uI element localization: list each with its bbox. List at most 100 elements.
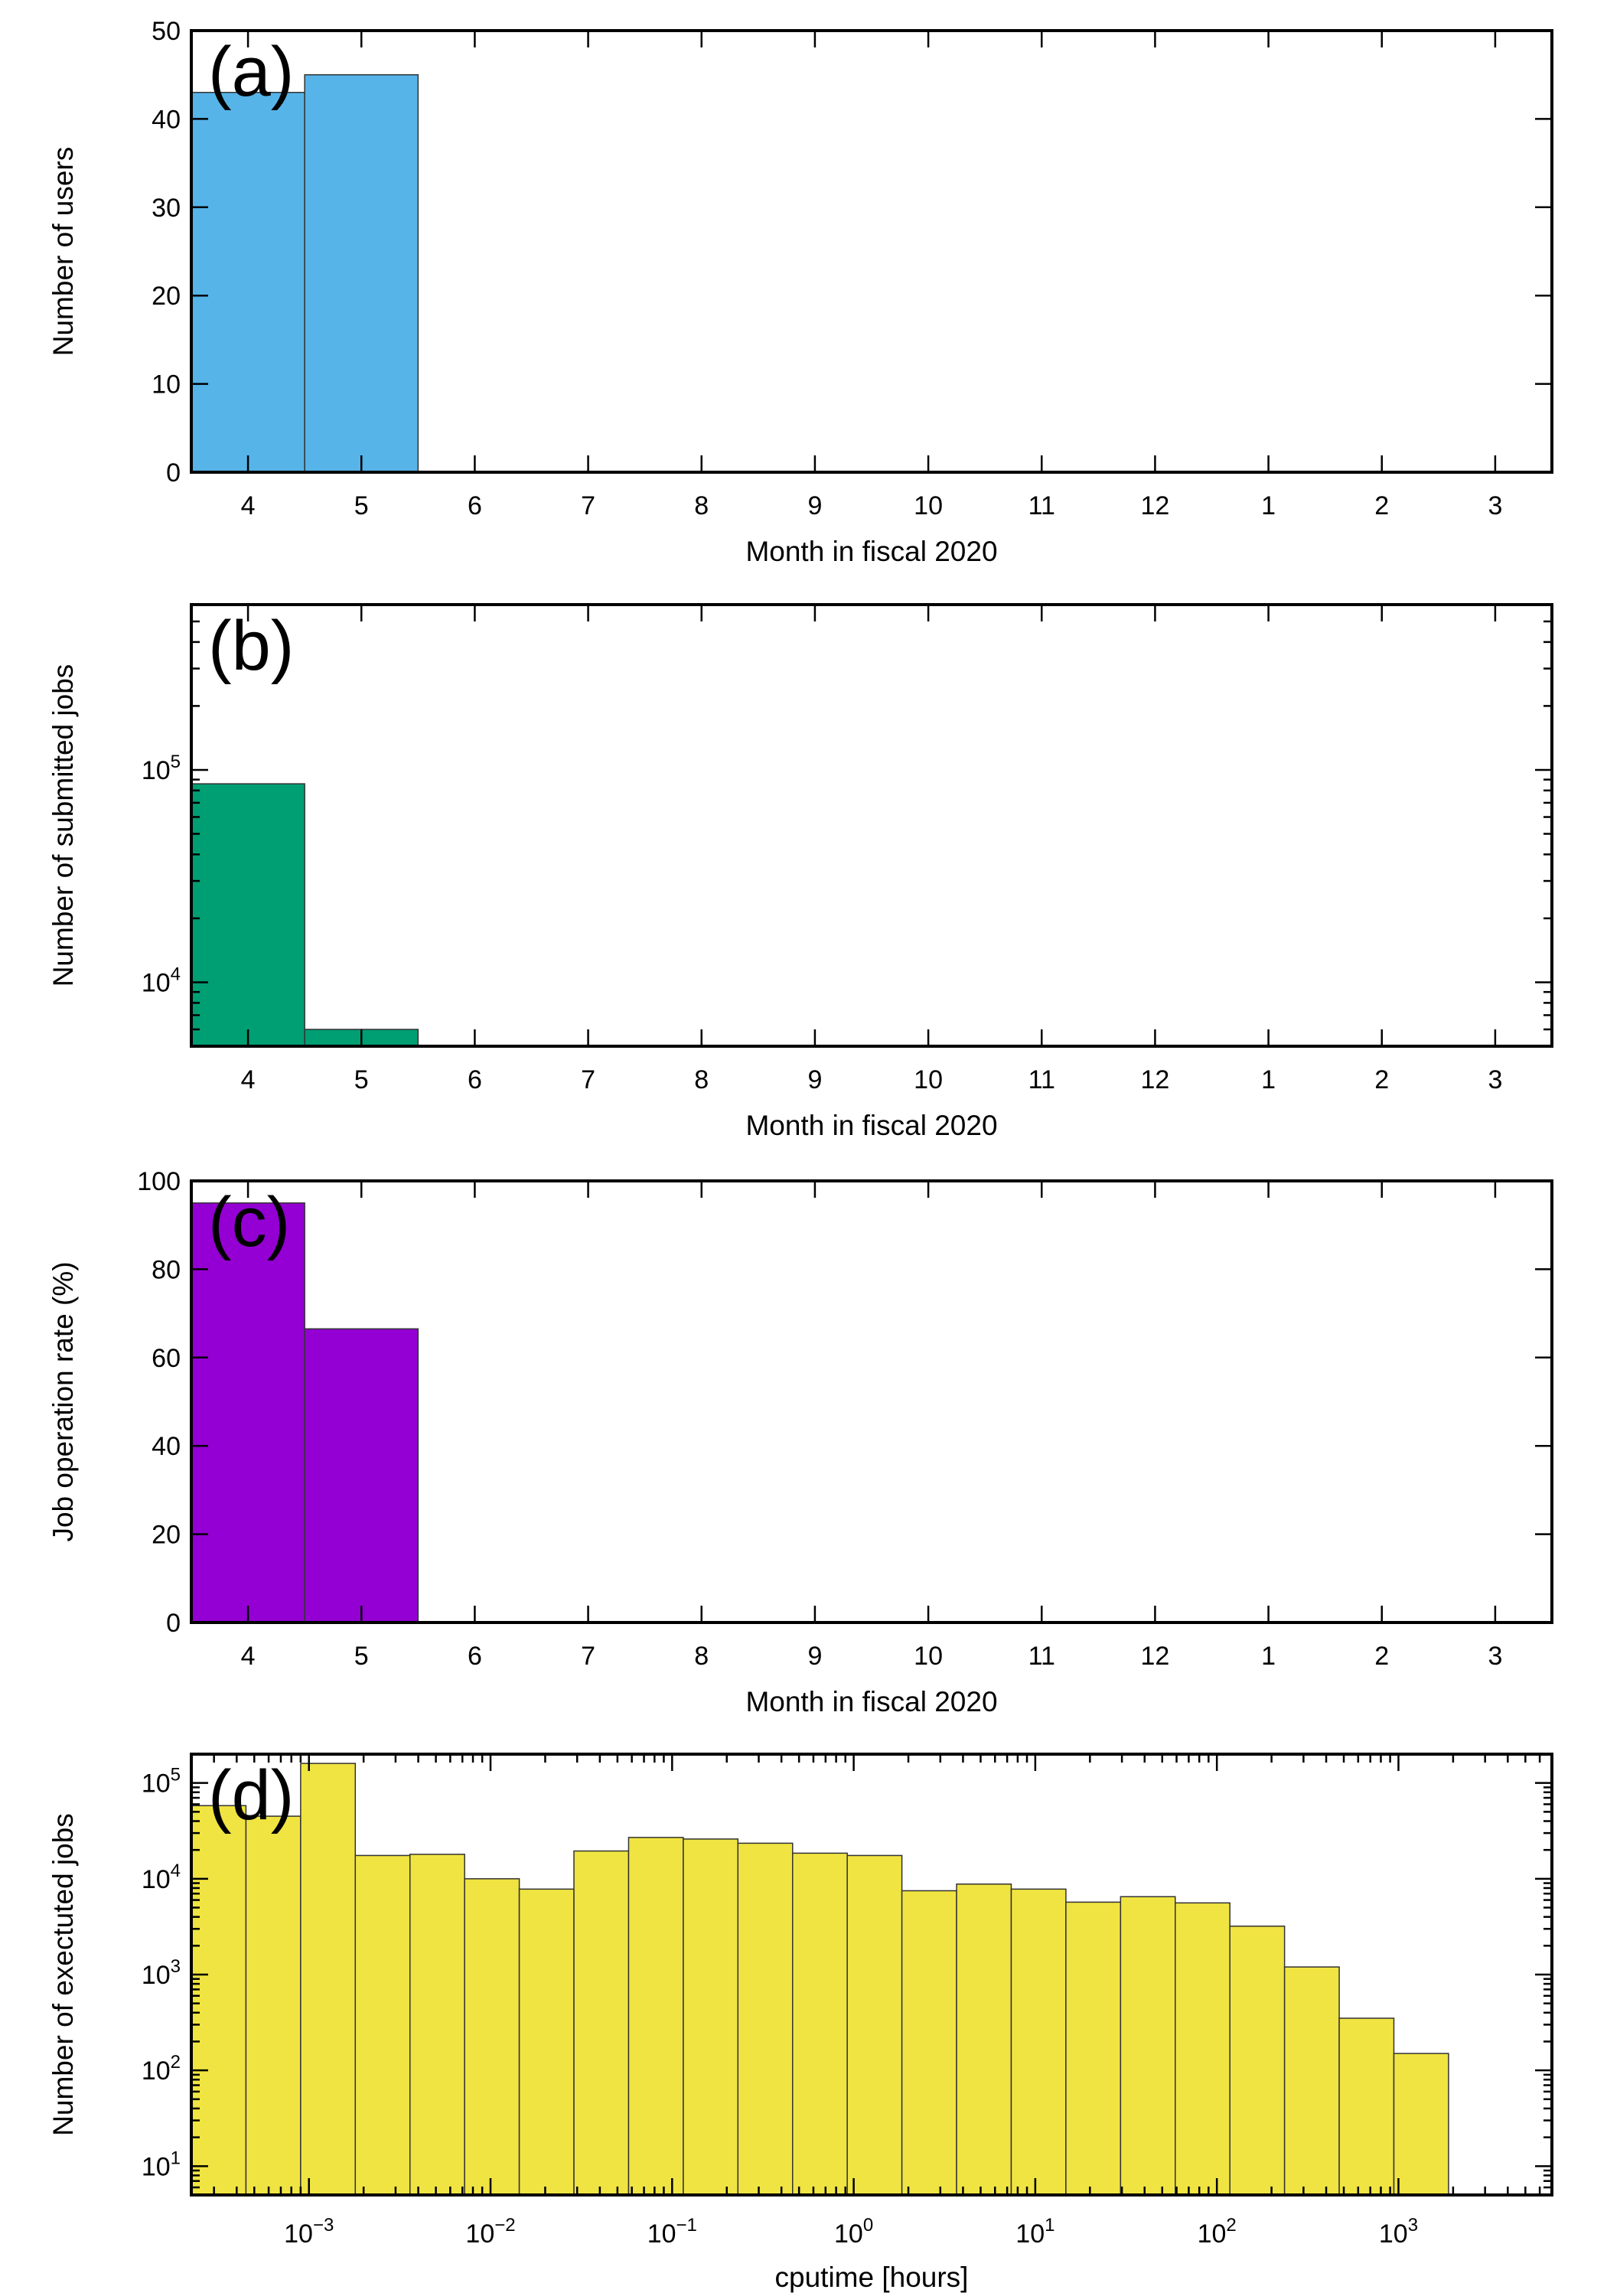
y-tick-label: 101 [142,2148,181,2181]
y-tick-label: 60 [152,1344,181,1373]
x-tick-label: 5 [354,491,369,520]
plot-frame [190,1753,1553,2197]
y-tick-label: 105 [142,1765,181,1799]
panel-label: (a) [208,33,294,111]
x-tick-label: 5 [354,1642,369,1671]
x-tick-label: 9 [807,1065,822,1094]
histogram-bar [245,1815,302,2196]
y-tick-label: 100 [137,1167,181,1196]
histogram-bar [1283,1966,1340,2196]
y-axis-title: Number of users [47,147,79,357]
x-tick-label: 102 [1198,2215,1237,2249]
x-tick-label: 2 [1374,491,1389,520]
x-tick-label: 12 [1141,1642,1170,1671]
bar-5 [304,73,419,473]
x-tick-label: 5 [354,1065,369,1094]
panel-label: (c) [208,1183,290,1261]
bar-5 [304,1328,419,1623]
x-tick-label: 3 [1488,491,1502,520]
x-axis-title: Month in fiscal 2020 [745,536,997,567]
x-tick-label: 4 [241,491,256,520]
plot-frame [190,603,1553,1048]
x-tick-label: 2 [1374,1642,1389,1671]
x-tick-label: 11 [1028,1642,1055,1671]
x-tick-label: 1 [1261,1065,1276,1094]
histogram-bar [573,1850,630,2196]
histogram-bar [1338,2017,1395,2196]
x-tick-label: 7 [581,491,595,520]
y-tick-label: 10 [152,370,181,400]
x-axis-title: cputime [hours] [775,2262,969,2293]
histogram-bar [1229,1926,1286,2196]
histogram-bar [354,1854,411,2196]
x-tick-label: 10 [914,1065,943,1094]
x-tick-label: 9 [807,1642,822,1671]
x-tick-label: 6 [468,1642,482,1671]
y-tick-label: 40 [152,105,181,134]
y-tick-label: 50 [152,17,181,46]
x-tick-label: 10 [914,491,943,520]
x-tick-label: 10 [914,1642,943,1671]
plot-frame [190,1179,1553,1624]
x-tick-label: 10−2 [465,2215,515,2249]
x-axis-title: Month in fiscal 2020 [745,1686,997,1717]
x-tick-label: 103 [1379,2215,1418,2249]
x-tick-label: 7 [581,1065,595,1094]
x-tick-label: 6 [468,491,482,520]
y-tick-label: 40 [152,1432,181,1461]
histogram-bar [956,1883,1012,2196]
bar-4 [191,1202,305,1623]
x-tick-label: 7 [581,1642,595,1671]
panel-label: (b) [208,607,294,685]
histogram-bar [683,1838,739,2196]
x-tick-label: 100 [834,2215,873,2249]
x-tick-label: 10−1 [647,2215,697,2249]
histogram-bar [464,1878,520,2196]
x-tick-label: 1 [1261,491,1276,520]
histogram-bar [1175,1902,1231,2196]
y-axis-title: Number of submitted jobs [47,664,79,987]
x-tick-label: 101 [1015,2215,1054,2249]
y-tick-label: 102 [142,2052,181,2086]
y-tick-label: 105 [142,752,181,785]
histogram-bar [1120,1896,1176,2196]
x-tick-label: 12 [1141,491,1170,520]
y-tick-label: 104 [142,1861,181,1894]
histogram-bar [901,1890,957,2196]
y-tick-label: 30 [152,194,181,223]
x-tick-label: 3 [1488,1065,1502,1094]
y-axis-title: Number of exectuted jobs [47,1813,79,2136]
x-tick-label: 11 [1028,491,1055,520]
panel-d: 10−3 10−2 10−1 100 101 102 103 101 102 103 104 105 (… [47,1753,1553,2293]
x-tick-label: 9 [807,491,822,520]
histogram-bar [846,1854,903,2196]
histogram-bar [737,1842,794,2196]
y-tick-label: 20 [152,282,181,311]
histogram-bar [627,1837,684,2196]
y-axis-title: Job operation rate (%) [47,1261,79,1541]
histogram-bar [1393,2053,1449,2196]
histogram-bar [518,1888,575,2196]
x-tick-label: 10−3 [284,2215,334,2249]
histogram-bar [1010,1888,1067,2196]
plot-frame [190,29,1553,474]
histogram-bar [300,1763,357,2196]
y-tick-label: 0 [166,458,181,488]
x-tick-label: 1 [1261,1642,1276,1671]
x-axis-title: Month in fiscal 2020 [745,1110,997,1141]
x-tick-label: 2 [1374,1065,1389,1094]
histogram-bar [791,1852,848,2196]
y-tick-label: 0 [166,1609,181,1638]
panel-label: (d) [208,1756,294,1835]
histogram-bar [409,1854,465,2196]
x-tick-label: 11 [1028,1065,1055,1094]
x-tick-label: 4 [241,1065,256,1094]
y-tick-label: 104 [142,964,181,997]
histogram-bar [1065,1901,1122,2196]
y-tick-label: 80 [152,1255,181,1284]
y-tick-label: 20 [152,1521,181,1550]
x-tick-label: 8 [694,1065,709,1094]
